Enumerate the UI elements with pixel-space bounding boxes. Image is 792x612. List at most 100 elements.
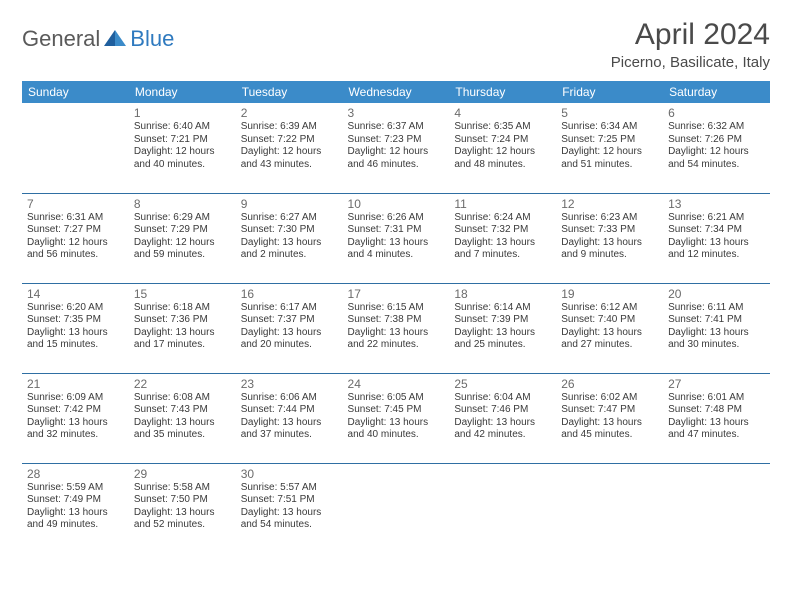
- calendar-day-cell: 30Sunrise: 5:57 AMSunset: 7:51 PMDayligh…: [236, 463, 343, 553]
- calendar-week-row: 1Sunrise: 6:40 AMSunset: 7:21 PMDaylight…: [22, 103, 770, 193]
- daylight-line: Daylight: 12 hours and 56 minutes.: [27, 237, 124, 262]
- day-info: Sunrise: 6:01 AMSunset: 7:48 PMDaylight:…: [668, 392, 765, 442]
- sunrise-line: Sunrise: 6:17 AM: [241, 302, 338, 315]
- sunrise-line: Sunrise: 5:59 AM: [27, 482, 124, 495]
- sunset-line: Sunset: 7:47 PM: [561, 404, 658, 417]
- sunset-line: Sunset: 7:34 PM: [668, 224, 765, 237]
- calendar-day-cell: 27Sunrise: 6:01 AMSunset: 7:48 PMDayligh…: [663, 373, 770, 463]
- daylight-line: Daylight: 12 hours and 43 minutes.: [241, 146, 338, 171]
- sunrise-line: Sunrise: 6:24 AM: [454, 212, 551, 225]
- sunset-line: Sunset: 7:41 PM: [668, 314, 765, 327]
- day-info: Sunrise: 6:11 AMSunset: 7:41 PMDaylight:…: [668, 302, 765, 352]
- sunset-line: Sunset: 7:37 PM: [241, 314, 338, 327]
- daylight-line: Daylight: 13 hours and 15 minutes.: [27, 327, 124, 352]
- day-info: Sunrise: 6:39 AMSunset: 7:22 PMDaylight:…: [241, 121, 338, 171]
- day-number: 2: [241, 106, 338, 120]
- day-info: Sunrise: 6:06 AMSunset: 7:44 PMDaylight:…: [241, 392, 338, 442]
- daylight-line: Daylight: 13 hours and 32 minutes.: [27, 417, 124, 442]
- title-block: April 2024 Picerno, Basilicate, Italy: [611, 18, 770, 71]
- sunset-line: Sunset: 7:46 PM: [454, 404, 551, 417]
- daylight-line: Daylight: 12 hours and 48 minutes.: [454, 146, 551, 171]
- daylight-line: Daylight: 12 hours and 40 minutes.: [134, 146, 231, 171]
- calendar-day-cell: 22Sunrise: 6:08 AMSunset: 7:43 PMDayligh…: [129, 373, 236, 463]
- calendar-day-cell: 7Sunrise: 6:31 AMSunset: 7:27 PMDaylight…: [22, 193, 129, 283]
- sunset-line: Sunset: 7:49 PM: [27, 494, 124, 507]
- day-number: 23: [241, 377, 338, 391]
- day-number: 21: [27, 377, 124, 391]
- day-info: Sunrise: 6:09 AMSunset: 7:42 PMDaylight:…: [27, 392, 124, 442]
- daylight-line: Daylight: 13 hours and 7 minutes.: [454, 237, 551, 262]
- sunrise-line: Sunrise: 6:39 AM: [241, 121, 338, 134]
- day-number: 4: [454, 106, 551, 120]
- day-info: Sunrise: 6:29 AMSunset: 7:29 PMDaylight:…: [134, 212, 231, 262]
- day-info: Sunrise: 6:14 AMSunset: 7:39 PMDaylight:…: [454, 302, 551, 352]
- day-number: 5: [561, 106, 658, 120]
- daylight-line: Daylight: 13 hours and 37 minutes.: [241, 417, 338, 442]
- day-info: Sunrise: 6:34 AMSunset: 7:25 PMDaylight:…: [561, 121, 658, 171]
- daylight-line: Daylight: 13 hours and 12 minutes.: [668, 237, 765, 262]
- sunset-line: Sunset: 7:29 PM: [134, 224, 231, 237]
- sunset-line: Sunset: 7:26 PM: [668, 134, 765, 147]
- sunrise-line: Sunrise: 6:14 AM: [454, 302, 551, 315]
- day-info: Sunrise: 6:08 AMSunset: 7:43 PMDaylight:…: [134, 392, 231, 442]
- sunset-line: Sunset: 7:43 PM: [134, 404, 231, 417]
- sunrise-line: Sunrise: 6:40 AM: [134, 121, 231, 134]
- day-info: Sunrise: 5:59 AMSunset: 7:49 PMDaylight:…: [27, 482, 124, 532]
- day-number: 8: [134, 197, 231, 211]
- calendar-day-cell: 9Sunrise: 6:27 AMSunset: 7:30 PMDaylight…: [236, 193, 343, 283]
- weekday-header: Friday: [556, 81, 663, 103]
- day-info: Sunrise: 6:12 AMSunset: 7:40 PMDaylight:…: [561, 302, 658, 352]
- day-number: 30: [241, 467, 338, 481]
- calendar-day-cell: 12Sunrise: 6:23 AMSunset: 7:33 PMDayligh…: [556, 193, 663, 283]
- sunset-line: Sunset: 7:27 PM: [27, 224, 124, 237]
- day-info: Sunrise: 6:17 AMSunset: 7:37 PMDaylight:…: [241, 302, 338, 352]
- daylight-line: Daylight: 13 hours and 40 minutes.: [348, 417, 445, 442]
- logo: General Blue: [22, 26, 174, 52]
- day-info: Sunrise: 6:27 AMSunset: 7:30 PMDaylight:…: [241, 212, 338, 262]
- daylight-line: Daylight: 13 hours and 4 minutes.: [348, 237, 445, 262]
- calendar-body: 1Sunrise: 6:40 AMSunset: 7:21 PMDaylight…: [22, 103, 770, 553]
- calendar-week-row: 21Sunrise: 6:09 AMSunset: 7:42 PMDayligh…: [22, 373, 770, 463]
- calendar-day-cell: 29Sunrise: 5:58 AMSunset: 7:50 PMDayligh…: [129, 463, 236, 553]
- calendar-week-row: 28Sunrise: 5:59 AMSunset: 7:49 PMDayligh…: [22, 463, 770, 553]
- calendar-day-cell: 21Sunrise: 6:09 AMSunset: 7:42 PMDayligh…: [22, 373, 129, 463]
- sunrise-line: Sunrise: 6:11 AM: [668, 302, 765, 315]
- sunrise-line: Sunrise: 6:12 AM: [561, 302, 658, 315]
- sunrise-line: Sunrise: 6:06 AM: [241, 392, 338, 405]
- calendar-day-cell: 2Sunrise: 6:39 AMSunset: 7:22 PMDaylight…: [236, 103, 343, 193]
- day-number: 25: [454, 377, 551, 391]
- calendar-day-cell: 28Sunrise: 5:59 AMSunset: 7:49 PMDayligh…: [22, 463, 129, 553]
- sunset-line: Sunset: 7:25 PM: [561, 134, 658, 147]
- sunset-line: Sunset: 7:30 PM: [241, 224, 338, 237]
- calendar-day-cell: 18Sunrise: 6:14 AMSunset: 7:39 PMDayligh…: [449, 283, 556, 373]
- day-info: Sunrise: 6:26 AMSunset: 7:31 PMDaylight:…: [348, 212, 445, 262]
- sunrise-line: Sunrise: 6:02 AM: [561, 392, 658, 405]
- calendar-day-cell: 14Sunrise: 6:20 AMSunset: 7:35 PMDayligh…: [22, 283, 129, 373]
- daylight-line: Daylight: 13 hours and 52 minutes.: [134, 507, 231, 532]
- daylight-line: Daylight: 12 hours and 59 minutes.: [134, 237, 231, 262]
- daylight-line: Daylight: 13 hours and 49 minutes.: [27, 507, 124, 532]
- sunset-line: Sunset: 7:22 PM: [241, 134, 338, 147]
- sunset-line: Sunset: 7:39 PM: [454, 314, 551, 327]
- calendar-day-cell: 16Sunrise: 6:17 AMSunset: 7:37 PMDayligh…: [236, 283, 343, 373]
- sunrise-line: Sunrise: 6:32 AM: [668, 121, 765, 134]
- sunrise-line: Sunrise: 5:57 AM: [241, 482, 338, 495]
- day-info: Sunrise: 6:04 AMSunset: 7:46 PMDaylight:…: [454, 392, 551, 442]
- calendar-day-cell: 23Sunrise: 6:06 AMSunset: 7:44 PMDayligh…: [236, 373, 343, 463]
- sunrise-line: Sunrise: 6:31 AM: [27, 212, 124, 225]
- weekday-header: Tuesday: [236, 81, 343, 103]
- calendar-day-cell: 26Sunrise: 6:02 AMSunset: 7:47 PMDayligh…: [556, 373, 663, 463]
- daylight-line: Daylight: 13 hours and 20 minutes.: [241, 327, 338, 352]
- sunrise-line: Sunrise: 6:05 AM: [348, 392, 445, 405]
- calendar-day-cell: 5Sunrise: 6:34 AMSunset: 7:25 PMDaylight…: [556, 103, 663, 193]
- calendar-day-cell: 1Sunrise: 6:40 AMSunset: 7:21 PMDaylight…: [129, 103, 236, 193]
- sunset-line: Sunset: 7:40 PM: [561, 314, 658, 327]
- day-info: Sunrise: 6:02 AMSunset: 7:47 PMDaylight:…: [561, 392, 658, 442]
- day-number: 1: [134, 106, 231, 120]
- day-number: 19: [561, 287, 658, 301]
- logo-triangle-icon: [104, 30, 126, 48]
- sunrise-line: Sunrise: 6:15 AM: [348, 302, 445, 315]
- day-info: Sunrise: 6:21 AMSunset: 7:34 PMDaylight:…: [668, 212, 765, 262]
- sunset-line: Sunset: 7:50 PM: [134, 494, 231, 507]
- day-number: 28: [27, 467, 124, 481]
